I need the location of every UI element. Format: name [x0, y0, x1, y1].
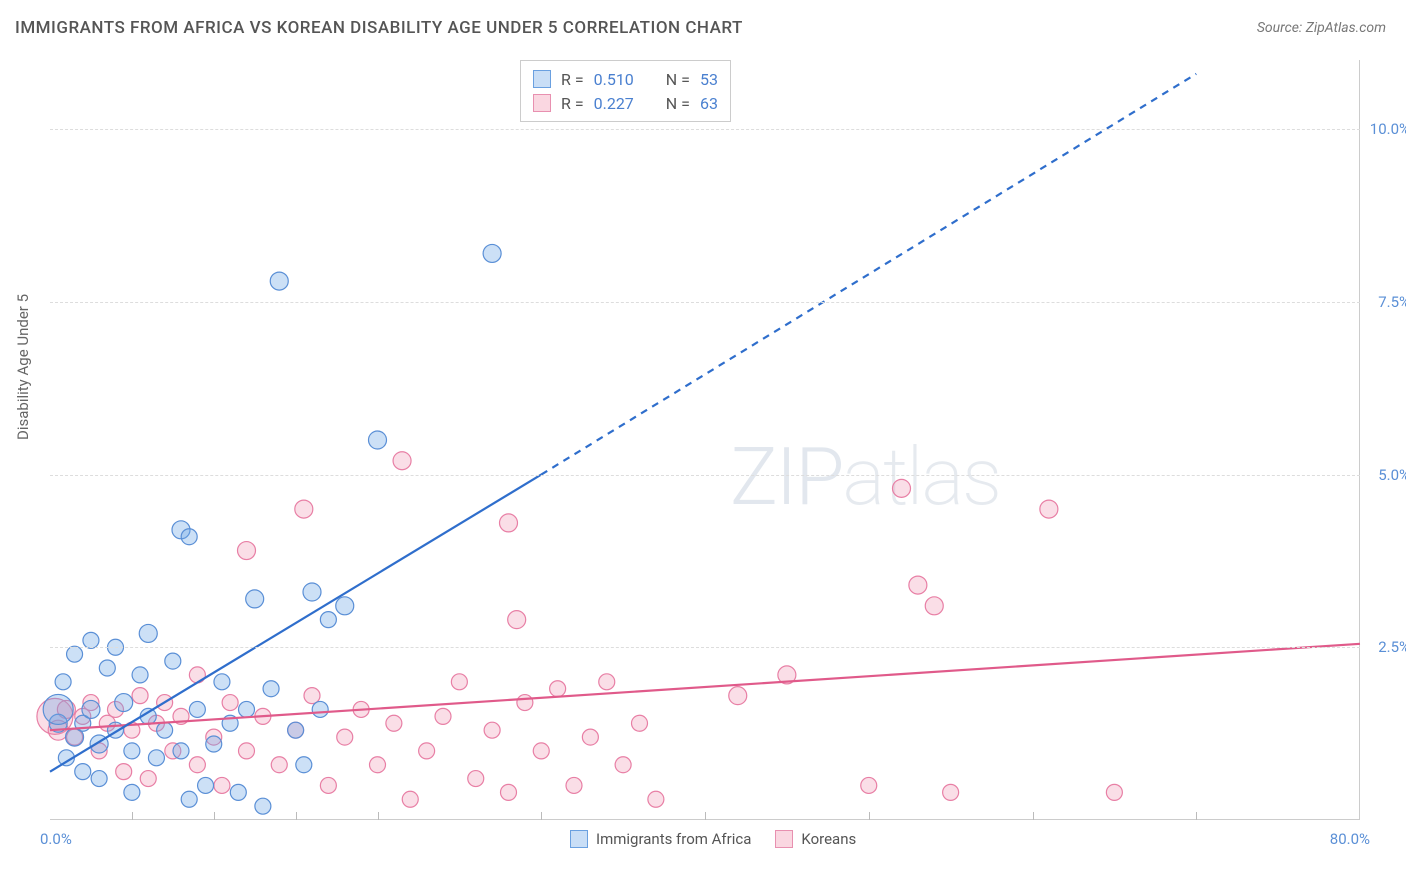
ytick-label: 7.5% [1378, 293, 1406, 311]
legend-item-pink: Koreans [775, 830, 856, 848]
n-value-blue: 53 [700, 70, 718, 89]
n-label: N = [666, 70, 690, 89]
r-label: R = [561, 94, 584, 113]
xtick [1033, 812, 1034, 820]
plot-area: 0.0% 80.0% ZIPatlas R = 0.510 N = 53 R =… [50, 60, 1360, 820]
xtick [541, 812, 542, 820]
xtick [1196, 812, 1197, 820]
ytick-label: 5.0% [1378, 466, 1406, 484]
xtick [214, 812, 215, 820]
legend-label-blue: Immigrants from Africa [596, 830, 751, 848]
plot-svg [50, 60, 1360, 820]
y-axis-label: Disability Age Under 5 [14, 294, 32, 440]
swatch-blue [570, 830, 588, 848]
x-min-label: 0.0% [40, 830, 72, 848]
xtick [132, 812, 133, 820]
legend-item-blue: Immigrants from Africa [570, 830, 751, 848]
chart-title: IMMIGRANTS FROM AFRICA VS KOREAN DISABIL… [15, 18, 743, 38]
source-prefix: Source: [1257, 20, 1302, 36]
gridline [50, 302, 1360, 303]
series-legend: Immigrants from Africa Koreans [570, 830, 856, 848]
swatch-pink [775, 830, 793, 848]
r-value-blue: 0.510 [594, 70, 634, 89]
correlation-chart: IMMIGRANTS FROM AFRICA VS KOREAN DISABIL… [0, 0, 1406, 892]
source-name: ZipAtlas.com [1306, 20, 1386, 36]
r-label: R = [561, 70, 584, 89]
xtick [705, 812, 706, 820]
n-label: N = [666, 94, 690, 113]
x-max-label: 80.0% [1330, 830, 1370, 848]
gridline [50, 129, 1360, 130]
r-value-pink: 0.227 [594, 94, 634, 113]
swatch-blue [533, 70, 551, 88]
stat-legend: R = 0.510 N = 53 R = 0.227 N = 63 [520, 60, 731, 122]
xtick [296, 812, 297, 820]
source-credit: Source: ZipAtlas.com [1257, 20, 1386, 36]
ytick-label: 10.0% [1370, 120, 1406, 138]
swatch-pink [533, 94, 551, 112]
gridline [50, 647, 1360, 648]
legend-label-pink: Koreans [801, 830, 856, 848]
xtick [869, 812, 870, 820]
stat-row-blue: R = 0.510 N = 53 [533, 67, 718, 91]
stat-row-pink: R = 0.227 N = 63 [533, 91, 718, 115]
ytick-label: 2.5% [1378, 638, 1406, 656]
xtick [378, 812, 379, 820]
n-value-pink: 63 [700, 94, 718, 113]
gridline [50, 475, 1360, 476]
